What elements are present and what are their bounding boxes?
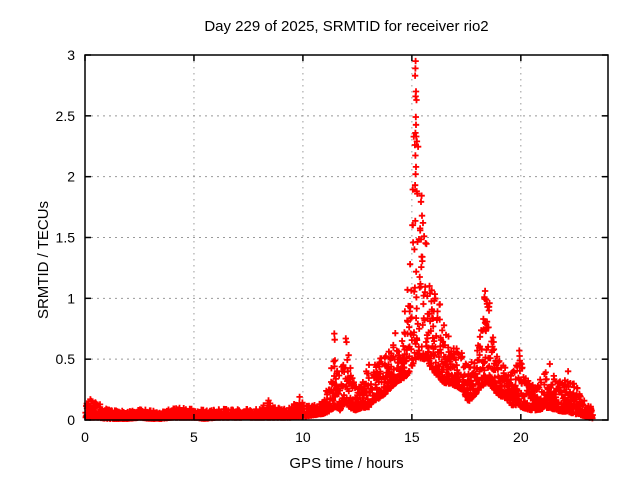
plot-title: Day 229 of 2025, SRMTID for receiver rio…: [204, 18, 489, 35]
scatter-series: [82, 57, 596, 422]
x-tick-label: 5: [190, 429, 198, 445]
x-tick-label: 15: [404, 429, 420, 445]
x-tick-label: 10: [295, 429, 311, 445]
y-tick-label: 2: [67, 169, 75, 185]
y-tick-label: 0.5: [56, 351, 76, 367]
x-axis-label: GPS time / hours: [289, 455, 404, 472]
y-tick-label: 2.5: [56, 108, 76, 124]
y-tick-label: 3: [67, 47, 75, 63]
y-axis-label: SRMTID / TECUs: [35, 200, 52, 320]
x-tick-label: 20: [513, 429, 529, 445]
y-tick-label: 1: [67, 290, 75, 306]
x-tick-label: 0: [81, 429, 89, 445]
y-tick-label: 0: [67, 412, 75, 428]
y-tick-label: 1.5: [56, 230, 76, 246]
